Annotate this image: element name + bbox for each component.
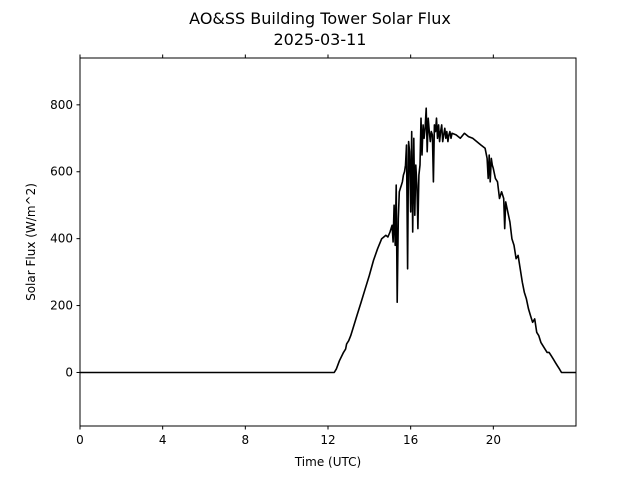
x-axis: 0 4 8 12 16 20 bbox=[76, 54, 501, 447]
x-tick-label-3: 12 bbox=[320, 433, 335, 447]
y-axis: 0 200 400 600 800 bbox=[50, 98, 80, 379]
series-line-0 bbox=[80, 107, 576, 374]
chart-subtitle: 2025-03-11 bbox=[274, 30, 367, 49]
plot-area bbox=[80, 107, 576, 374]
y-tick-label-3: 600 bbox=[50, 165, 73, 179]
x-tick-label-0: 0 bbox=[76, 433, 84, 447]
y-tick-label-2: 400 bbox=[50, 232, 73, 246]
y-tick-label-0: 0 bbox=[65, 365, 73, 379]
x-tick-label-4: 16 bbox=[403, 433, 418, 447]
chart-title: AO&SS Building Tower Solar Flux bbox=[189, 9, 451, 28]
x-axis-label: Time (UTC) bbox=[294, 455, 361, 469]
plot-frame bbox=[79, 57, 577, 427]
y-tick-label-4: 800 bbox=[50, 98, 73, 112]
x-tick-label-1: 4 bbox=[159, 433, 167, 447]
x-tick-label-5: 20 bbox=[486, 433, 501, 447]
y-tick-label-1: 200 bbox=[50, 299, 73, 313]
x-tick-label-2: 8 bbox=[242, 433, 250, 447]
y-axis-label: Solar Flux (W/m^2) bbox=[24, 183, 38, 301]
